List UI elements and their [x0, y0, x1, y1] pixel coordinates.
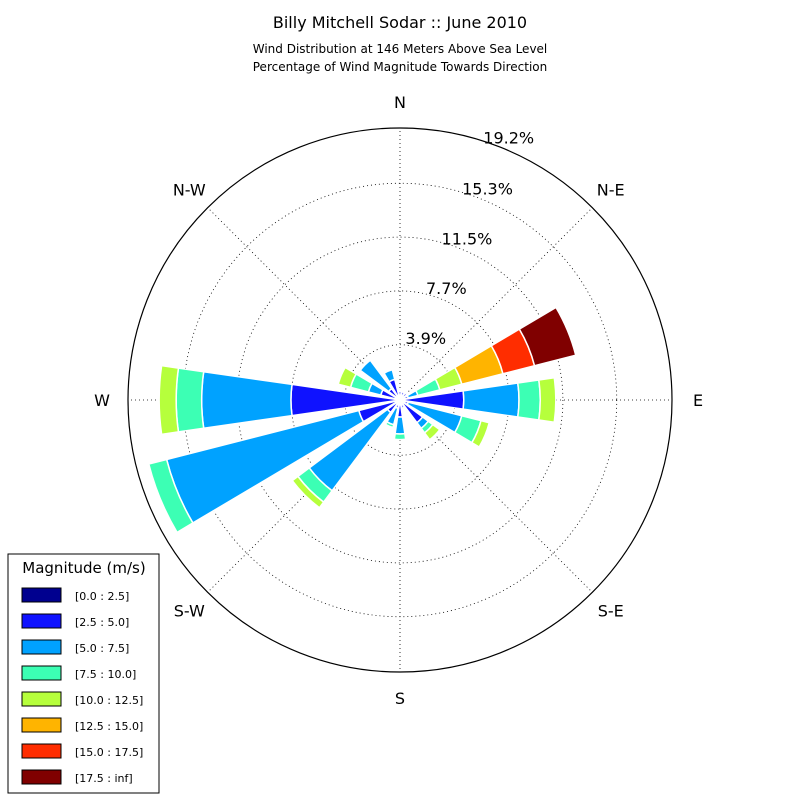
chart-title: Billy Mitchell Sodar :: June 2010 — [273, 13, 527, 32]
bar-sector-2-bin-1 — [401, 392, 408, 399]
chart-subtitle-line-2: Percentage of Wind Magnitude Towards Dir… — [253, 60, 547, 74]
legend-label-6: [15.0 : 17.5] — [75, 746, 143, 759]
direction-label-s: S — [395, 689, 405, 708]
legend-swatch-0 — [21, 587, 62, 603]
grid-spoke — [399, 207, 593, 401]
bar-sector-9-bin-3 — [384, 420, 395, 429]
legend-swatch-6 — [21, 743, 62, 759]
bar-sector-11-bin-3 — [147, 458, 194, 534]
grid-spoke — [207, 399, 401, 593]
bar-sector-5-bin-4 — [470, 419, 491, 449]
bar-sector-4-bin-3 — [516, 379, 541, 421]
bar-sector-4-bin-2 — [462, 382, 520, 418]
bar-sector-10-bin-4 — [291, 475, 325, 509]
bar-sector-8-bin-2 — [394, 415, 406, 435]
legend-swatch-1 — [21, 613, 62, 629]
legend-items: [0.0 : 2.5] [2.5 : 5.0] [5.0 : 7.5] [7.5 : … — [21, 587, 143, 785]
radial-tick-label: 11.5% — [442, 229, 493, 248]
bar-sector-1-bin-1 — [400, 390, 406, 398]
direction-label-e: E — [693, 391, 703, 410]
axis-labels: N N-E E S-E S S-W W N-W 3.9% 7.7% 11.5% 15.3% 19.2% — [94, 93, 703, 708]
bar-sector-4-bin-4 — [537, 376, 557, 424]
bar-sector-12-bin-3 — [175, 367, 205, 433]
direction-label-n-w: N-W — [173, 180, 206, 199]
legend-label-2: [5.0 : 7.5] — [75, 642, 129, 655]
radial-tick-label: 3.9% — [405, 329, 446, 348]
legend-label-3: [7.5 : 10.0] — [75, 668, 136, 681]
bar-sector-14-bin-2 — [359, 359, 393, 393]
direction-label-w: W — [94, 391, 110, 410]
outer-circle — [127, 127, 673, 673]
grid-ring — [236, 236, 564, 564]
direction-label-n-e: N-E — [597, 180, 625, 199]
legend-label-4: [10.0 : 12.5] — [75, 694, 143, 707]
bar-sector-13-bin-4 — [337, 366, 358, 389]
bar-sector-15-bin-2 — [383, 368, 396, 383]
legend-swatch-4 — [21, 691, 62, 707]
legend-swatch-5 — [21, 717, 62, 733]
bar-sector-12-bin-2 — [200, 370, 293, 430]
direction-label-s-e: S-E — [598, 602, 624, 621]
legend-label-1: [2.5 : 5.0] — [75, 616, 129, 629]
legend-label-0: [0.0 : 2.5] — [75, 590, 129, 603]
direction-label-n: N — [394, 93, 406, 112]
legend-swatch-2 — [21, 639, 62, 655]
direction-label-s-w: S-W — [174, 602, 205, 621]
bar-sector-8-bin-3 — [393, 432, 407, 441]
bar-sector-7-bin-1 — [400, 402, 406, 410]
bar-sector-12-bin-4 — [158, 364, 180, 436]
wind-bars — [147, 306, 577, 534]
legend-swatch-3 — [21, 665, 62, 681]
bar-sector-6-bin-4 — [423, 423, 441, 441]
grid-spoke — [399, 399, 593, 593]
legend-label-5: [12.5 : 15.0] — [75, 720, 143, 733]
radial-tick-label: 7.7% — [426, 279, 467, 298]
grid-spoke — [207, 207, 401, 401]
radial-tick-label: 15.3% — [462, 180, 513, 199]
chart-subtitle-line-1: Wind Distribution at 146 Meters Above Se… — [253, 42, 548, 56]
legend-swatch-7 — [21, 769, 62, 785]
legend-title: Magnitude (m/s) — [22, 559, 145, 577]
legend: Magnitude (m/s) [0.0 : 2.5] [2.5 : 5.0] [5… — [7, 553, 160, 794]
radial-tick-label: 19.2% — [483, 129, 534, 148]
legend-label-7: [17.5 : inf] — [75, 772, 133, 785]
bar-sector-3-bin-7 — [518, 306, 577, 367]
